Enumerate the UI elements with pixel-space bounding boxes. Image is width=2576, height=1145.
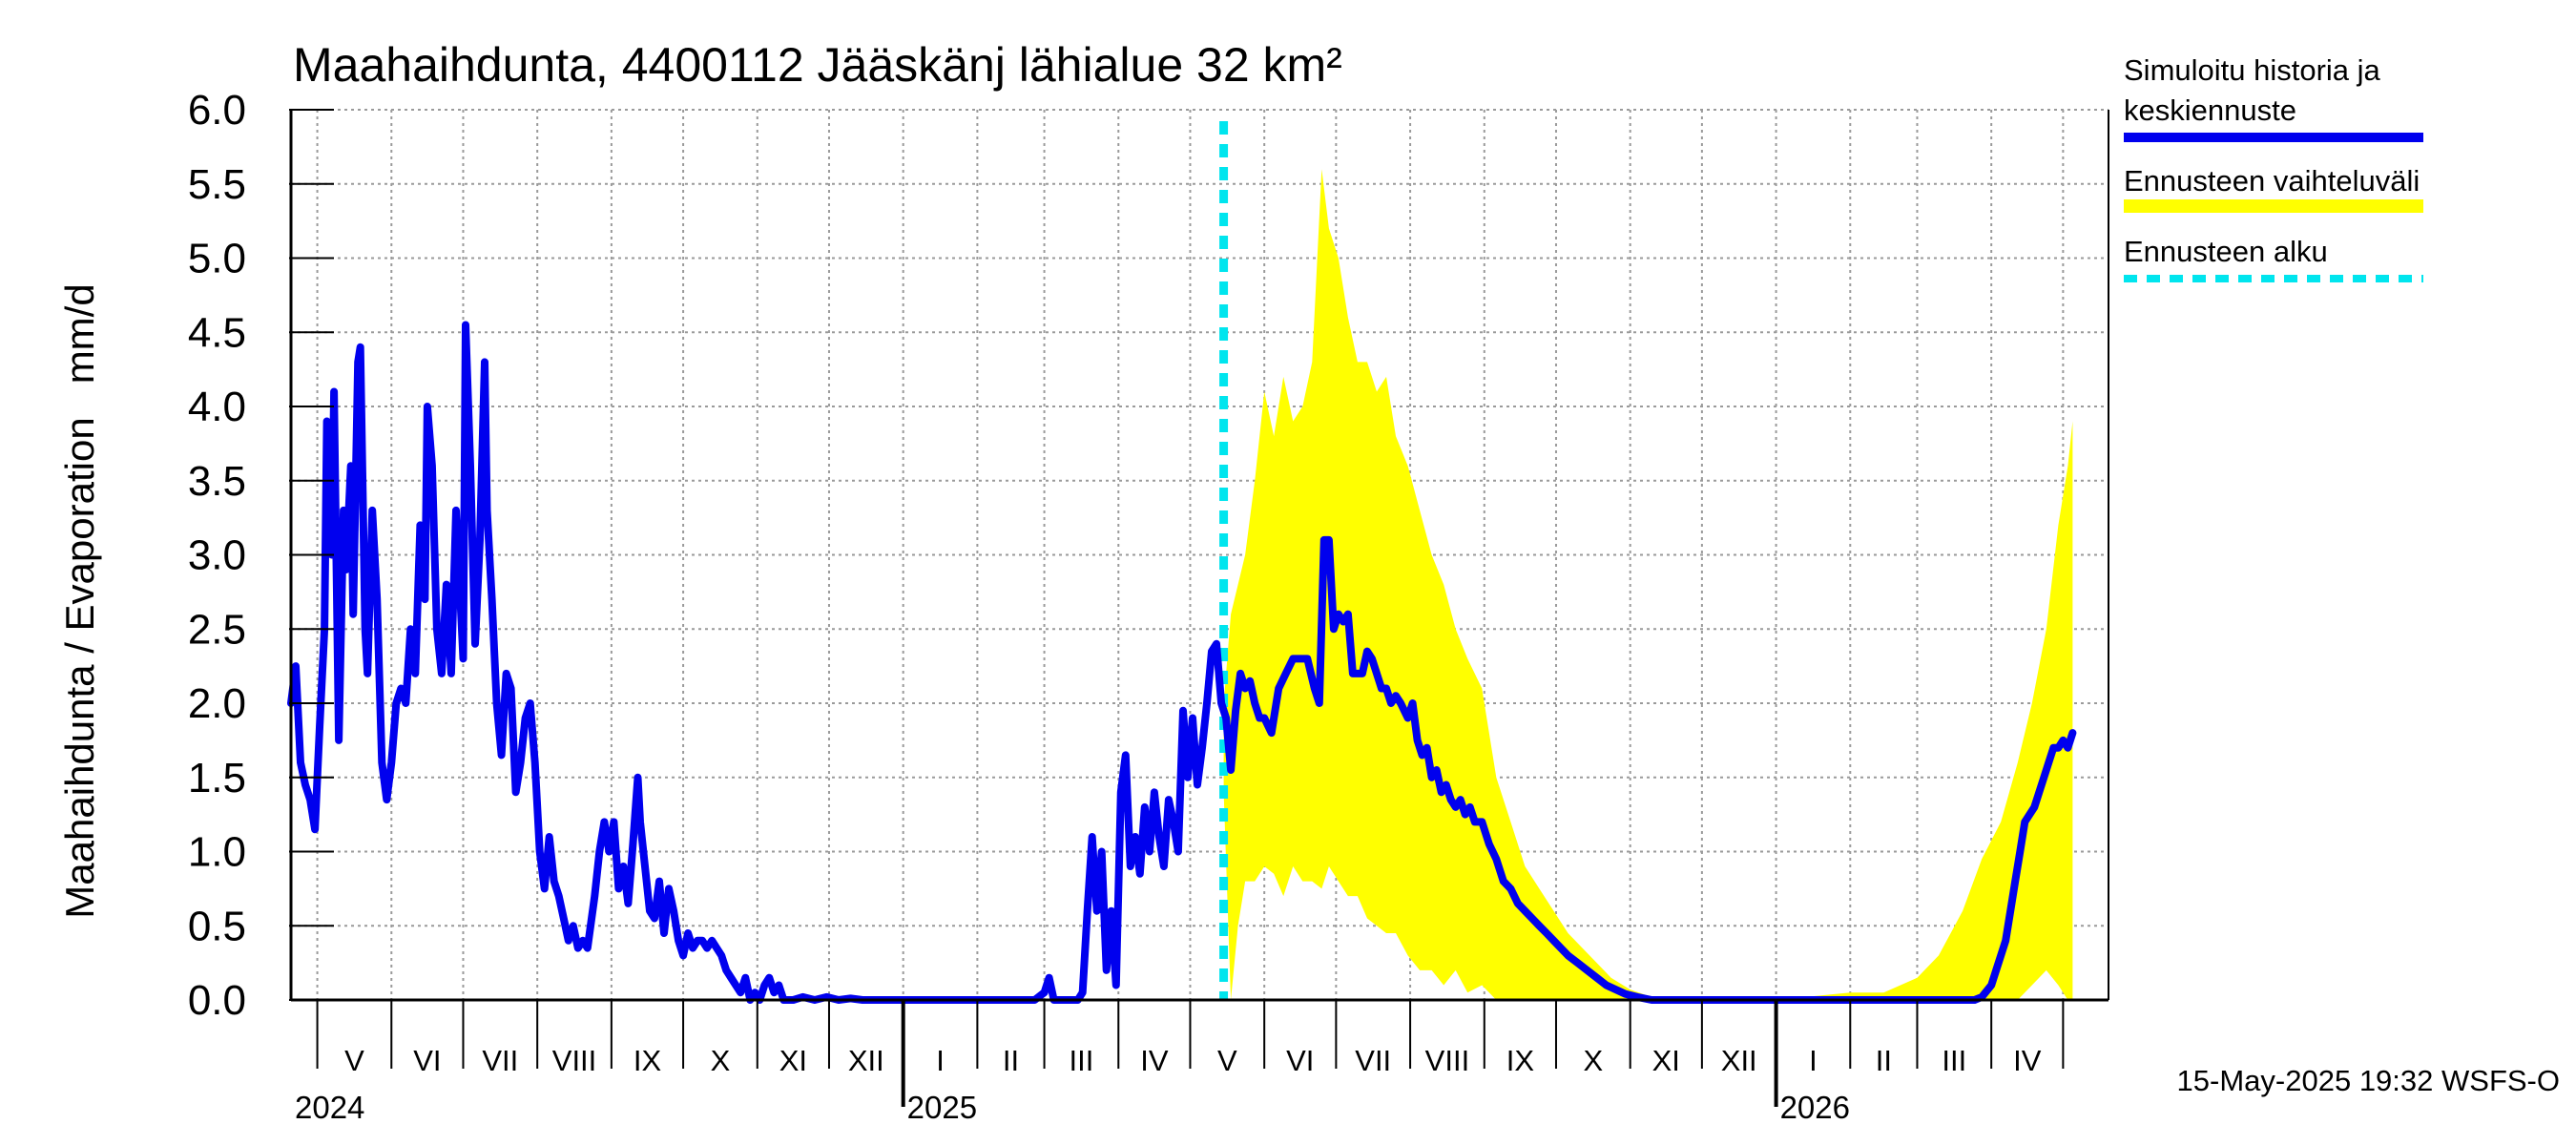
month-label: VIII [1425,1044,1470,1077]
y-tick-label: 6.0 [188,87,246,134]
y-tick-label: 5.0 [188,236,246,282]
y-tick-label: 4.0 [188,384,246,430]
footer-timestamp: 15-May-2025 19:32 WSFS-O [2177,1064,2560,1097]
y-tick-label: 5.5 [188,161,246,208]
year-label: 2025 [907,1090,977,1125]
year-label: 2026 [1780,1090,1850,1125]
month-label: V [344,1044,364,1077]
legend: Simuloitu historia ja keskiennuste Ennus… [2124,53,2423,282]
legend-label-forecast-start: Ennusteen alku [2124,235,2328,268]
y-tick-label: 3.0 [188,532,246,579]
month-label: II [1876,1044,1892,1077]
month-label: IV [1140,1044,1169,1077]
y-tick-label: 1.0 [188,829,246,876]
month-label: XII [1721,1044,1757,1077]
month-label: VII [482,1044,518,1077]
legend-label-simulated-line1: Simuloitu historia ja [2124,53,2381,87]
legend-label-simulated-line2: keskiennuste [2124,94,2296,127]
month-label: IV [2013,1044,2042,1077]
month-label: VII [1355,1044,1391,1077]
axis-layer: 0.0 0.5 1.0 1.5 2.0 2.5 3.0 3.5 4.0 4.5 5.0 5.5 6.0 V… [188,87,2109,1125]
chart-title: Maahaihdunta, 4400112 Jääskänj lähialue … [293,38,1342,92]
y-tick-label: 0.0 [188,977,246,1024]
y-tick-label: 0.5 [188,903,246,949]
month-label: VI [413,1044,441,1077]
forecast-range-band [1223,169,2073,1000]
series-line-layer [287,121,2077,1004]
month-label: VI [1286,1044,1314,1077]
month-label: III [1070,1044,1094,1077]
month-label: X [711,1044,731,1077]
month-label: II [1003,1044,1019,1077]
month-label: XI [1652,1044,1680,1077]
month-label: I [936,1044,945,1077]
month-label: XI [779,1044,807,1077]
month-label: IX [634,1044,662,1077]
month-label: III [1942,1044,1966,1077]
y-tick-label: 2.5 [188,606,246,653]
month-label: I [1809,1044,1818,1077]
month-label: XII [848,1044,884,1077]
month-label: X [1583,1044,1603,1077]
y-tick-label: 4.5 [188,309,246,356]
month-label: IX [1506,1044,1535,1077]
y-tick-label: 1.5 [188,755,246,802]
simulated-series-line [287,321,2077,1004]
forecast-band-layer [1223,169,2073,1000]
month-label: VIII [552,1044,597,1077]
y-tick-label: 2.0 [188,680,246,727]
year-label: 2024 [295,1090,364,1125]
month-label: V [1217,1044,1237,1077]
y-tick-label: 3.5 [188,458,246,505]
y-axis-label: Maahaihdunta / Evaporation mm/d [57,283,102,918]
legend-label-range: Ennusteen vaihteluväli [2124,164,2420,198]
